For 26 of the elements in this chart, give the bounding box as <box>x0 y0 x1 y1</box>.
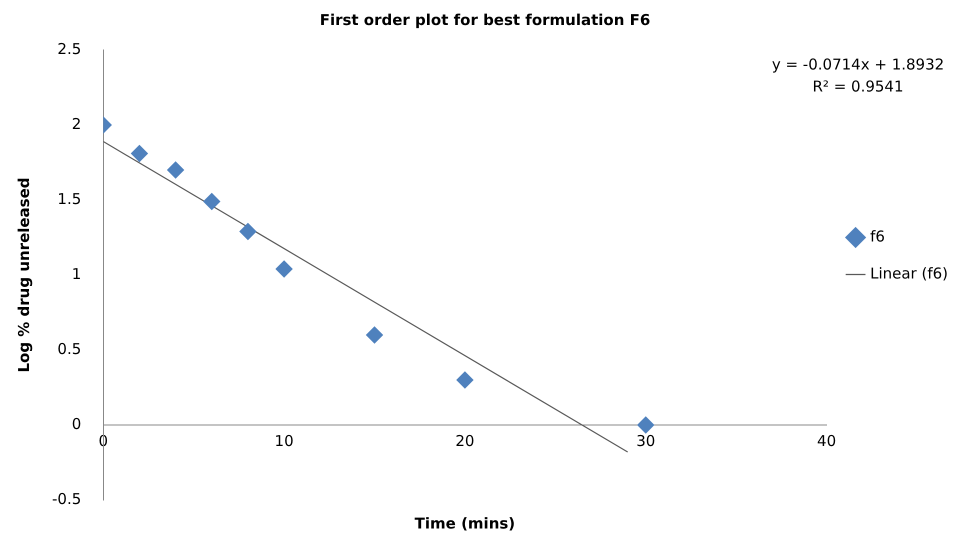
annotation: y = -0.0714x + 1.8932 <box>772 55 944 74</box>
x-tick-label: 20 <box>455 432 474 450</box>
x-tick-label: 40 <box>817 432 836 450</box>
x-tick-label: 30 <box>636 432 656 450</box>
y-tick-label: 1.5 <box>57 190 82 208</box>
y-tick-label: 2 <box>72 114 82 133</box>
y-tick-label: 2.5 <box>57 40 82 58</box>
y-tick-label: 0.5 <box>57 340 82 358</box>
point <box>239 223 256 240</box>
point <box>366 326 384 344</box>
legend-label: f6 <box>870 227 885 246</box>
y-tick-label: 0 <box>72 414 82 433</box>
point <box>276 260 293 278</box>
x-axis-title: Time (mins) <box>414 514 516 532</box>
point <box>130 145 148 162</box>
point <box>456 372 474 388</box>
chart-title: First order plot for best formulation F6 <box>320 10 650 29</box>
legend-label: Linear (f6) <box>870 264 948 282</box>
point <box>167 162 184 178</box>
annotation: R² = 0.9541 <box>812 77 904 96</box>
y-axis-title: Log % drug unreleased <box>14 177 33 373</box>
point <box>203 193 220 210</box>
y-tick-label: 1 <box>72 264 82 283</box>
x-tick-label: 10 <box>274 432 294 450</box>
y-tick-label: -0.5 <box>52 490 82 508</box>
point <box>637 416 654 434</box>
